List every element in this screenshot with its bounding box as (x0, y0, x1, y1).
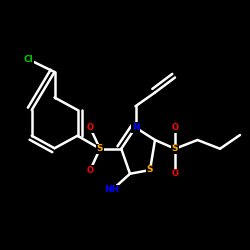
Text: O: O (172, 169, 178, 178)
Text: N: N (132, 123, 139, 132)
Text: S: S (172, 144, 178, 153)
Text: O: O (86, 166, 94, 175)
Text: Cl: Cl (24, 55, 34, 64)
Text: O: O (172, 123, 178, 132)
Text: O: O (86, 123, 94, 132)
Text: NH: NH (104, 186, 120, 194)
Text: S: S (147, 166, 153, 174)
Text: S: S (97, 144, 103, 153)
